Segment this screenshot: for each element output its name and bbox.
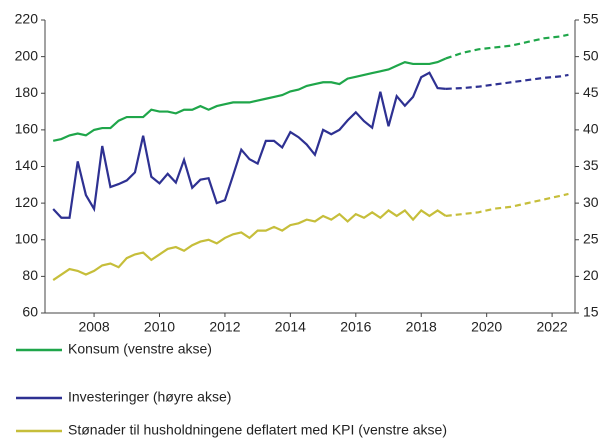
- y2-tick-label: 300: [583, 194, 598, 210]
- y-tick-label: 140: [15, 157, 39, 173]
- legend-label: Stønader til husholdningene deflatert me…: [68, 422, 447, 438]
- y-tick-label: 180: [15, 84, 39, 100]
- y2-tick-label: 500: [583, 47, 598, 63]
- forecast-line: [445, 33, 569, 60]
- y2-tick-label: 150: [583, 304, 598, 320]
- y2-tick-label: 200: [583, 267, 598, 283]
- forecast-line: [445, 73, 569, 90]
- y2-tick-label: 400: [583, 121, 598, 137]
- y2-tick-label: 550: [583, 11, 598, 27]
- x-tick-label: 2010: [144, 319, 175, 335]
- y-tick-label: 200: [15, 47, 39, 63]
- y-tick-label: 100: [15, 230, 39, 246]
- y-tick-label: 80: [22, 267, 38, 283]
- x-tick-label: 2016: [340, 319, 371, 335]
- legend-label: Konsum (venstre akse): [68, 341, 212, 357]
- y2-tick-label: 350: [583, 157, 598, 173]
- x-tick-label: 2008: [78, 319, 109, 335]
- series-line: [52, 209, 447, 281]
- y-tick-label: 220: [15, 11, 39, 27]
- y-tick-label: 120: [15, 194, 39, 210]
- y2-tick-label: 250: [583, 230, 598, 246]
- series-line: [52, 71, 446, 219]
- y-tick-label: 60: [22, 304, 38, 320]
- x-tick-label: 2012: [209, 319, 240, 335]
- x-tick-label: 2014: [275, 319, 306, 335]
- y-tick-label: 160: [15, 121, 39, 137]
- x-tick-label: 2018: [406, 319, 437, 335]
- series-line: [52, 57, 447, 142]
- x-tick-label: 2020: [471, 319, 502, 335]
- x-tick-label: 2022: [537, 319, 568, 335]
- forecast-line: [445, 192, 569, 218]
- y2-tick-label: 450: [583, 84, 598, 100]
- legend-label: Investeringer (høyre akse): [68, 389, 231, 405]
